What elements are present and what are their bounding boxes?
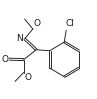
Text: O: O xyxy=(2,55,9,64)
Text: Cl: Cl xyxy=(65,19,74,28)
Text: O: O xyxy=(33,20,40,29)
Text: N: N xyxy=(16,34,23,43)
Text: O: O xyxy=(24,73,31,82)
